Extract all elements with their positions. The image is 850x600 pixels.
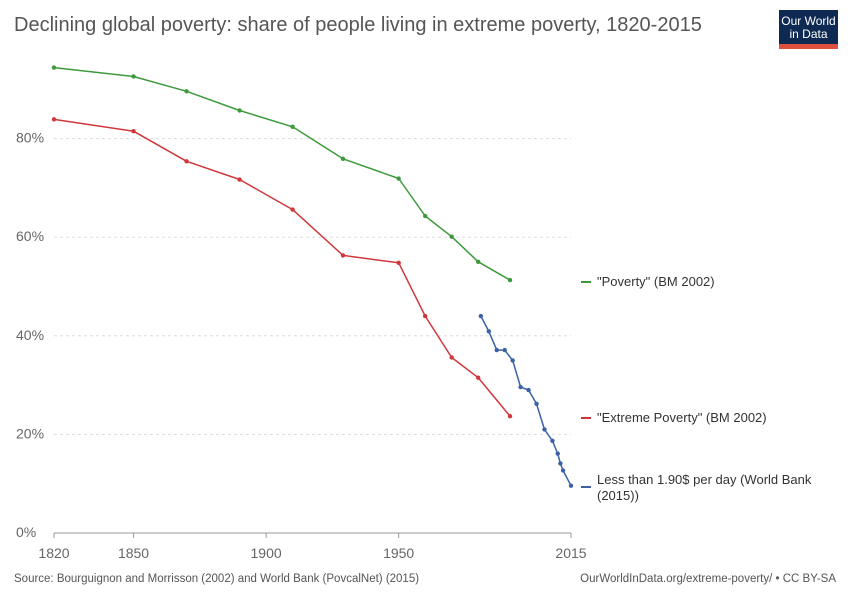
data-point bbox=[396, 176, 401, 181]
data-point bbox=[507, 413, 513, 419]
data-point bbox=[184, 159, 189, 164]
data-point bbox=[560, 468, 566, 473]
data-point bbox=[507, 277, 513, 283]
data-point bbox=[478, 313, 484, 319]
logo-line-2: in Data bbox=[789, 27, 828, 41]
y-tick-label: 0% bbox=[16, 524, 36, 540]
data-point bbox=[476, 259, 481, 265]
data-point bbox=[290, 124, 295, 129]
chart-title: Declining global poverty: share of peopl… bbox=[14, 14, 702, 36]
logo-accent-bar bbox=[779, 44, 838, 49]
data-point bbox=[494, 347, 499, 353]
x-tick-label: 1950 bbox=[383, 545, 414, 561]
data-point bbox=[340, 253, 346, 258]
x-tick-label: 2015 bbox=[555, 545, 586, 561]
y-tick-label: 40% bbox=[16, 327, 44, 343]
data-point bbox=[476, 375, 481, 380]
x-tick-label: 1900 bbox=[251, 545, 282, 561]
y-tick-label: 60% bbox=[16, 228, 44, 244]
data-point bbox=[237, 177, 242, 182]
legend-label: "Poverty" (BM 2002) bbox=[597, 274, 715, 289]
series-line bbox=[480, 315, 572, 487]
data-point bbox=[534, 401, 539, 407]
legend-label: "Extreme Poverty" (BM 2002) bbox=[597, 410, 767, 425]
series-line bbox=[53, 66, 511, 281]
data-point bbox=[568, 483, 574, 488]
series-line bbox=[53, 118, 511, 417]
logo-line-1: Our World bbox=[781, 14, 836, 28]
data-point bbox=[449, 234, 454, 239]
data-point bbox=[449, 355, 454, 360]
data-point bbox=[340, 156, 346, 162]
data-point bbox=[486, 329, 492, 334]
data-point bbox=[131, 129, 136, 134]
data-point bbox=[550, 438, 555, 444]
x-tick-label: 1820 bbox=[38, 545, 69, 561]
data-point bbox=[555, 451, 560, 456]
data-point bbox=[526, 387, 531, 393]
data-point bbox=[237, 108, 242, 113]
data-point bbox=[51, 117, 57, 122]
legend-label: Less than 1.90$ per day (World Bank (2015… bbox=[597, 472, 812, 503]
data-point bbox=[396, 260, 401, 266]
data-point bbox=[51, 65, 57, 70]
data-point bbox=[518, 384, 523, 390]
source-link[interactable]: OurWorldInData.org/extreme-poverty/ • CC… bbox=[580, 573, 836, 585]
data-point bbox=[422, 313, 428, 319]
data-point bbox=[502, 347, 507, 353]
data-point bbox=[510, 358, 515, 363]
y-tick-label: 80% bbox=[16, 130, 44, 146]
owid-logo[interactable]: Our World in Data bbox=[779, 10, 838, 49]
data-point bbox=[290, 207, 295, 212]
data-point bbox=[422, 213, 428, 219]
data-point bbox=[558, 461, 563, 466]
data-point bbox=[184, 89, 189, 94]
data-point bbox=[542, 427, 547, 432]
source-note: Source: Bourguignon and Morrisson (2002)… bbox=[14, 573, 420, 585]
x-tick-label: 1850 bbox=[118, 545, 149, 561]
data-point bbox=[131, 74, 136, 79]
y-tick-label: 20% bbox=[16, 425, 44, 441]
